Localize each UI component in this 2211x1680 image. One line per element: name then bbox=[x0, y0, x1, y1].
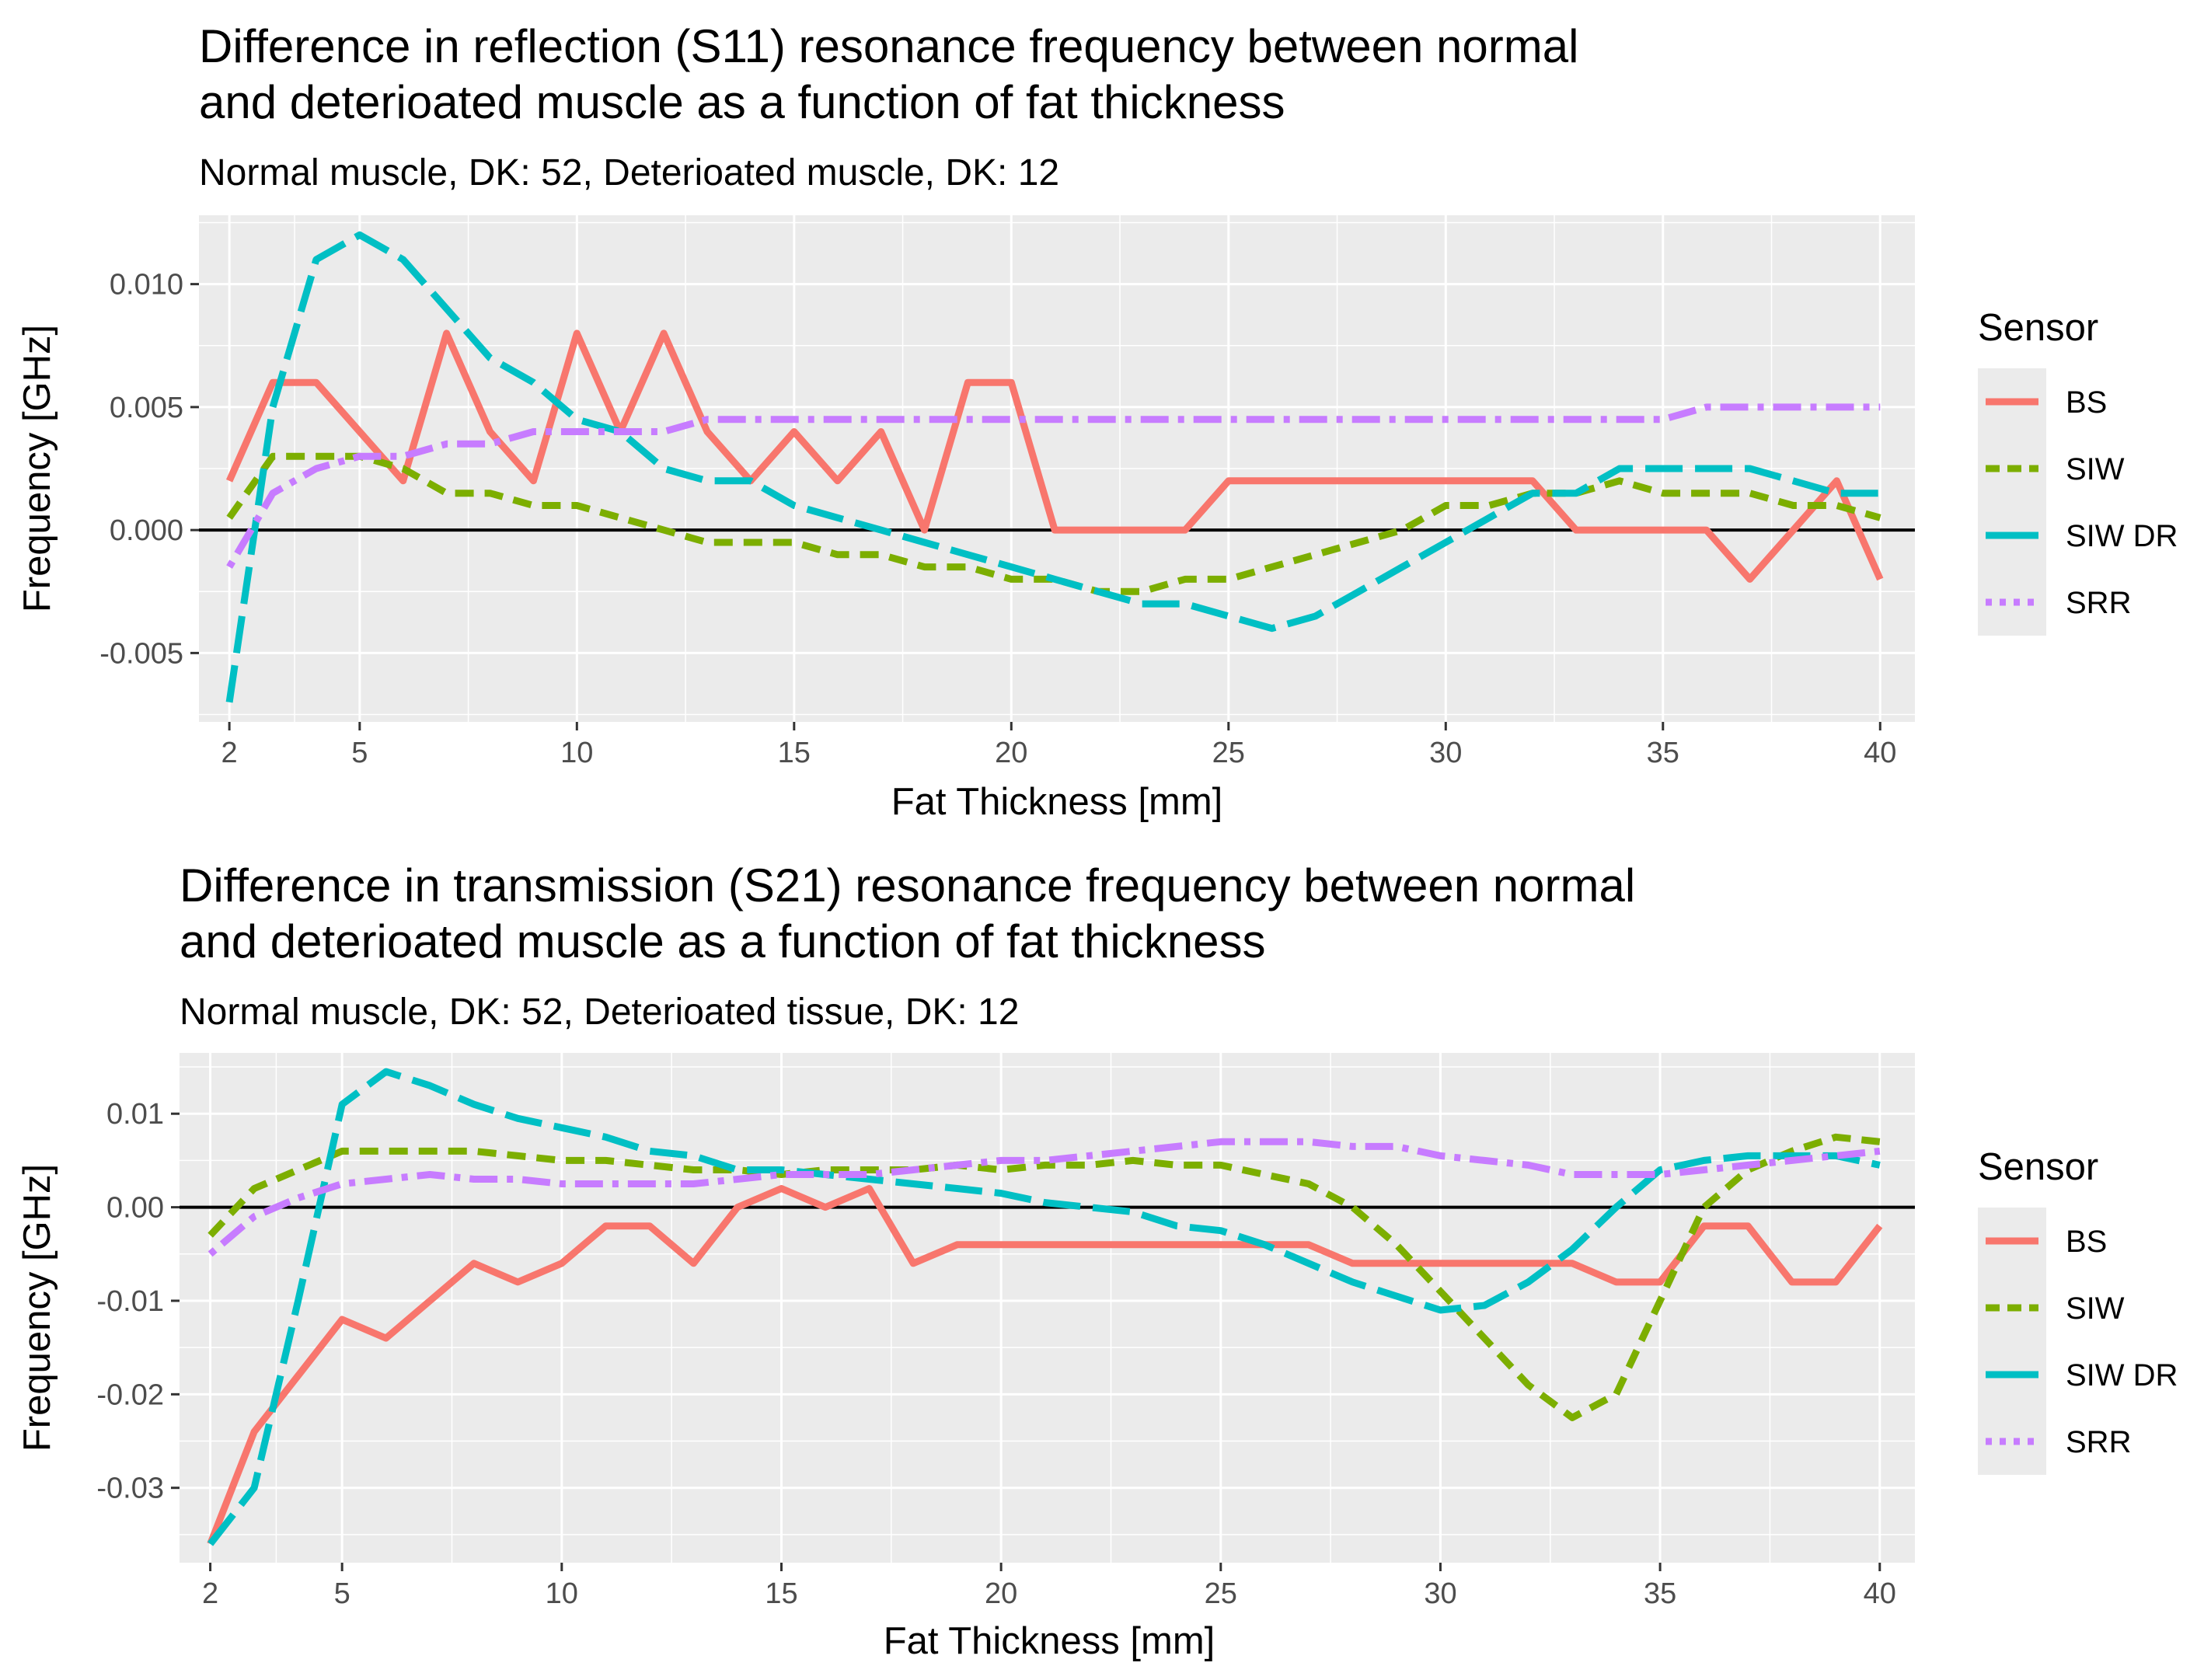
series-line-bs bbox=[207, 1185, 1883, 1546]
x-tick-label: 20 bbox=[995, 737, 1027, 769]
legend-keys: BS SIW SIW DR SRR bbox=[1986, 385, 2178, 620]
x-tick-label: 30 bbox=[1429, 737, 1462, 769]
legend-title: Sensor bbox=[1978, 1146, 2098, 1188]
chart-title-line-2: and deterioated muscle as a function of … bbox=[199, 76, 1285, 128]
series-line-srr bbox=[226, 403, 1881, 569]
chart-title-line-1: Difference in reflection (S11) resonance… bbox=[199, 20, 1578, 72]
series-line-siw bbox=[207, 1133, 1881, 1421]
legend: Sensor BS SIW SIW DR SRR bbox=[1978, 1146, 2178, 1475]
y-tick-label: -0.03 bbox=[96, 1473, 164, 1505]
series-line-siw-dr bbox=[207, 1068, 1881, 1546]
legend-label: BS bbox=[2066, 1225, 2107, 1259]
axis-ticks: 2 5 10 15 20 25 30 35 40-0.03-0.02-0.010.000.01 bbox=[96, 1098, 1896, 1610]
chart-title-line-2: and deterioated muscle as a function of … bbox=[180, 915, 1266, 967]
x-axis-title: Fat Thickness [mm] bbox=[891, 781, 1223, 823]
legend-label: SIW bbox=[2066, 452, 2125, 486]
series-line-srr bbox=[207, 1138, 1881, 1257]
reflection-s11-chart: Difference in reflection (S11) resonance… bbox=[16, 20, 2178, 823]
x-tick-label: 5 bbox=[351, 737, 368, 769]
legend-label: SIW DR bbox=[2066, 519, 2178, 553]
x-tick-label: 35 bbox=[1647, 737, 1679, 769]
x-tick-label: 10 bbox=[560, 737, 593, 769]
y-tick-label: -0.005 bbox=[99, 637, 183, 670]
legend-label: SIW bbox=[2066, 1291, 2125, 1326]
legend-label: BS bbox=[2066, 385, 2107, 420]
x-tick-label: 2 bbox=[202, 1577, 218, 1610]
series-layer bbox=[225, 231, 1884, 703]
series-line-bs bbox=[225, 329, 1884, 583]
y-tick-label: 0.01 bbox=[106, 1098, 164, 1131]
legend-key-background bbox=[1978, 368, 2046, 636]
x-tick-label: 15 bbox=[765, 1577, 797, 1610]
legend-title: Sensor bbox=[1978, 307, 2098, 349]
x-tick-label: 10 bbox=[546, 1577, 578, 1610]
legend-label: SRR bbox=[2066, 586, 2131, 620]
y-axis-title: Frequency [GHz] bbox=[16, 1164, 58, 1452]
chart-subtitle: Normal muscle, DK: 52, Deterioated tissu… bbox=[180, 992, 1019, 1033]
legend-keys: BS SIW SIW DR SRR bbox=[1986, 1225, 2178, 1459]
legend-label: SRR bbox=[2066, 1425, 2131, 1459]
y-axis-title: Frequency [GHz] bbox=[16, 325, 58, 612]
chart-subtitle: Normal muscle, DK: 52, Deterioated muscl… bbox=[199, 152, 1059, 193]
y-tick-label: -0.02 bbox=[96, 1379, 164, 1411]
chart-title-line-1: Difference in transmission (S21) resonan… bbox=[180, 859, 1635, 911]
x-tick-label: 40 bbox=[1864, 737, 1896, 769]
plot-panel bbox=[180, 1053, 1915, 1563]
y-tick-label: 0.010 bbox=[110, 269, 183, 301]
x-axis-title: Fat Thickness [mm] bbox=[884, 1620, 1215, 1662]
y-tick-label: 0.00 bbox=[106, 1192, 164, 1225]
x-tick-label: 2 bbox=[221, 737, 238, 769]
x-tick-label: 25 bbox=[1212, 737, 1245, 769]
grid-lines bbox=[180, 1053, 1915, 1563]
y-tick-label: -0.01 bbox=[96, 1285, 164, 1318]
y-tick-label: 0.005 bbox=[110, 392, 183, 424]
series-layer bbox=[207, 1068, 1883, 1546]
legend-key-background bbox=[1978, 1208, 2046, 1475]
x-tick-label: 5 bbox=[334, 1577, 350, 1610]
x-tick-label: 25 bbox=[1205, 1577, 1237, 1610]
legend-label: SIW DR bbox=[2066, 1358, 2178, 1392]
series-line-siw bbox=[226, 452, 1881, 595]
legend: Sensor BS SIW SIW DR SRR bbox=[1978, 307, 2178, 636]
x-tick-label: 20 bbox=[985, 1577, 1017, 1610]
x-tick-label: 15 bbox=[778, 737, 811, 769]
series-line-siw-dr bbox=[225, 231, 1881, 703]
x-tick-label: 35 bbox=[1644, 1577, 1676, 1610]
transmission-s21-chart: Difference in transmission (S21) resonan… bbox=[16, 859, 2178, 1662]
x-tick-label: 40 bbox=[1864, 1577, 1896, 1610]
y-tick-label: 0.000 bbox=[110, 514, 183, 547]
x-tick-label: 30 bbox=[1424, 1577, 1456, 1610]
